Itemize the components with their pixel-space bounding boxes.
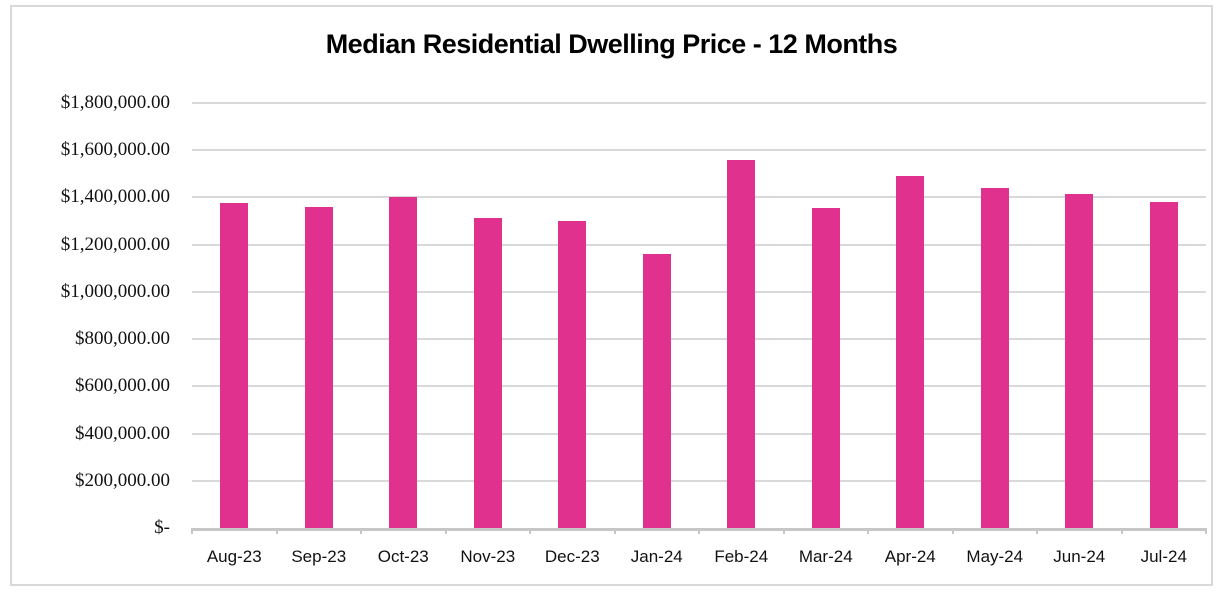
x-axis-tick-label: Mar-24 [798, 547, 853, 566]
y-axis-tick-label: $600,000.00 [75, 375, 170, 397]
x-axis-tick-mark [867, 528, 869, 534]
bar-oct-23 [389, 197, 418, 528]
bar-feb-24 [727, 159, 756, 528]
bar-jul-24 [1149, 202, 1178, 528]
bar-mar-24 [811, 208, 840, 528]
x-axis-tick-label: Aug-23 [206, 547, 262, 566]
x-axis-tick-mark [698, 528, 700, 534]
chart-title: Median Residential Dwelling Price - 12 M… [325, 29, 898, 59]
x-axis-tick-label: Feb-24 [714, 547, 769, 566]
bar-dec-23 [558, 221, 587, 528]
y-axis-tick-label: $1,800,000.00 [60, 92, 170, 113]
chart-frame: Median Residential Dwelling Price - 12 M… [10, 5, 1213, 586]
x-axis-tick-label: Oct-23 [377, 547, 429, 566]
x-axis-tick-mark [1205, 528, 1207, 534]
y-gridline [192, 149, 1206, 152]
y-axis-tick-label: $- [154, 517, 170, 538]
y-axis-tick-label: $1,200,000.00 [60, 233, 170, 255]
x-axis-tick-mark [529, 528, 531, 534]
x-axis-tick-mark [1036, 528, 1038, 534]
bar-aug-23 [220, 203, 249, 528]
plot-area: $1,800,000.00 $1,600,000.00 $1,400,000.00 $… [12, 7, 1211, 584]
x-axis-tick-mark [951, 528, 954, 534]
x-axis-tick-mark [1120, 528, 1123, 534]
bar-jan-24 [642, 254, 671, 528]
x-axis-tick-label: May-24 [966, 547, 1024, 566]
x-axis-tick-mark [613, 528, 616, 534]
y-axis-tick-label: $1,400,000.00 [60, 186, 170, 208]
x-axis-tick-label: Jan-24 [630, 547, 683, 566]
x-axis-tick-mark [444, 528, 447, 534]
bar-nov-23 [473, 217, 502, 528]
x-axis-tick-label: Jul-24 [1140, 547, 1187, 566]
y-gridline [192, 102, 1206, 104]
y-gridline [192, 385, 1206, 388]
y-gridline [192, 479, 1206, 482]
x-axis-tick-mark [782, 528, 785, 534]
bar-may-24 [980, 188, 1009, 528]
x-axis-tick-label: Jun-24 [1053, 547, 1106, 566]
y-gridline [192, 243, 1206, 246]
x-axis-tick-mark [191, 528, 193, 534]
x-axis-tick-label: Dec-23 [544, 547, 600, 566]
y-gridline [192, 432, 1206, 435]
x-axis-tick-mark [275, 528, 278, 534]
y-gridline [192, 338, 1206, 341]
bar-apr-24 [896, 176, 925, 528]
x-axis-tick-mark [360, 528, 362, 534]
x-axis-tick-label: Nov-23 [460, 547, 516, 566]
x-axis-tick-label: Sep-23 [291, 547, 347, 566]
bar-sep-23 [304, 206, 333, 528]
x-axis-tick-label: Apr-24 [884, 547, 936, 566]
y-axis-tick-label: $200,000.00 [75, 469, 170, 491]
bar-jun-24 [1065, 193, 1094, 528]
y-axis-tick-label: $1,600,000.00 [60, 139, 170, 161]
y-gridline [192, 196, 1206, 199]
y-axis-tick-label: $1,000,000.00 [60, 280, 170, 302]
y-axis-tick-label: $400,000.00 [75, 422, 170, 444]
y-axis-tick-label: $800,000.00 [75, 328, 170, 350]
y-gridline [192, 290, 1206, 293]
